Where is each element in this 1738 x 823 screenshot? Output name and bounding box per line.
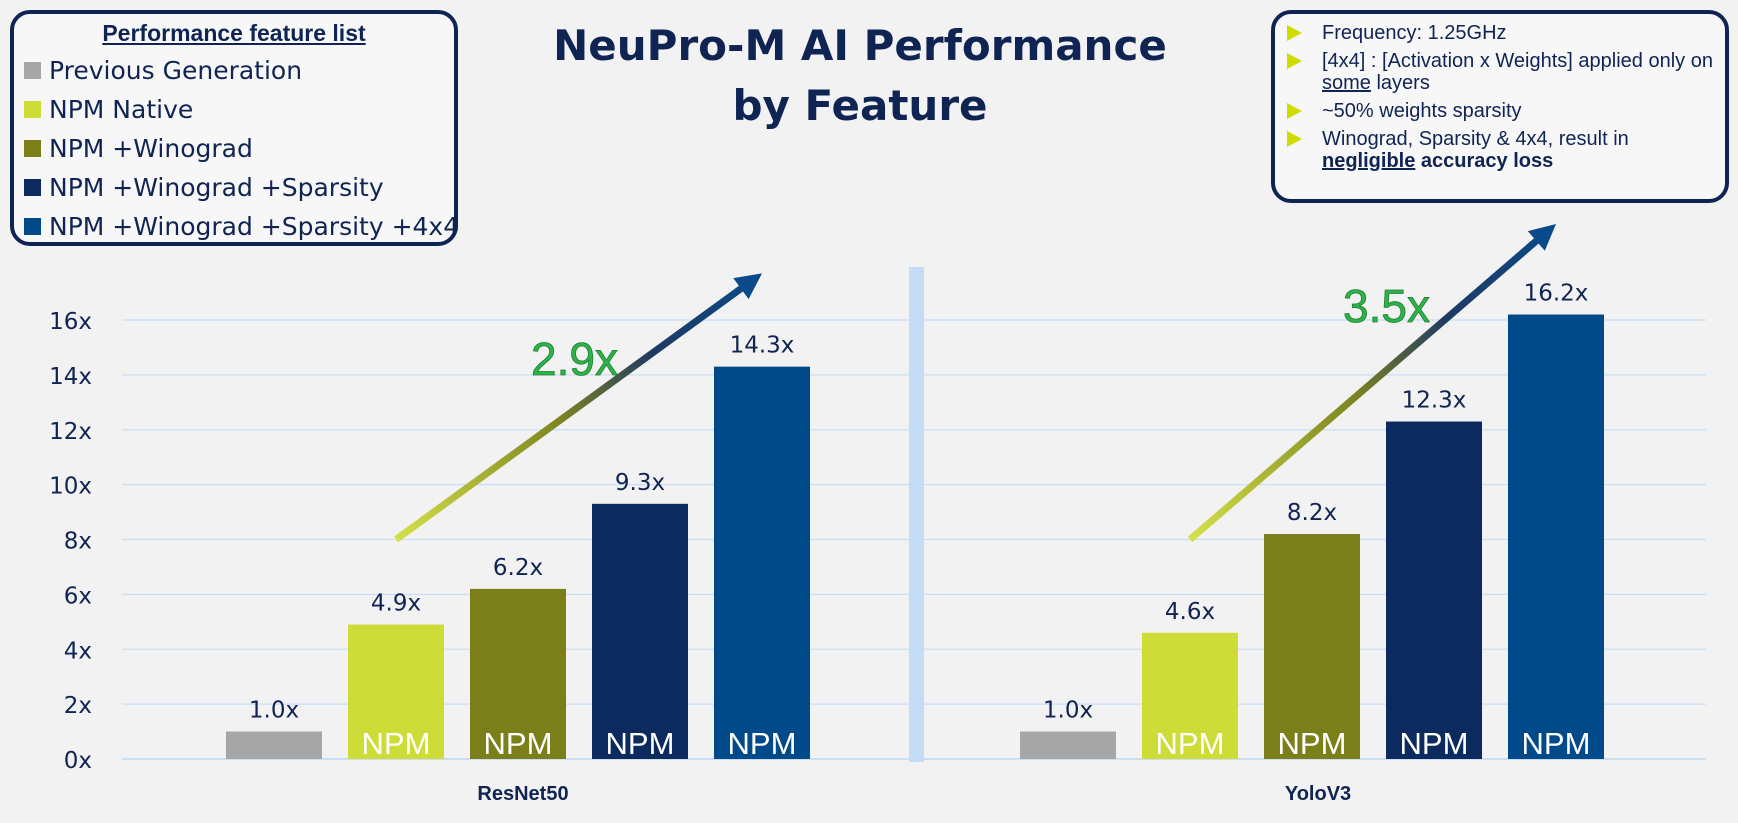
legend-item-npm-native: NPM Native (24, 90, 444, 129)
growth-arrow-head-icon (733, 273, 762, 300)
legend-item-npm-winograd-sparsity-4x4: NPM +Winograd +Sparsity +4x4 (24, 207, 459, 246)
y-tick-label: 10x (49, 474, 92, 500)
bar-inner-label: NPM (1156, 726, 1225, 761)
data-label: 1.0x (1043, 698, 1093, 724)
note-text-part: [4x4] : [Activation x Weights] applied o… (1322, 50, 1713, 72)
data-label: 16.2x (1524, 281, 1589, 307)
triangle-bullet-icon (1287, 131, 1302, 147)
note-sparsity: ~50% weights sparsity (1287, 100, 1715, 122)
note-4x4: [4x4] : [Activation x Weights] applied o… (1287, 50, 1715, 94)
y-tick-label: 4x (64, 638, 92, 664)
data-label: 14.3x (730, 333, 795, 359)
y-tick-label: 8x (64, 529, 92, 555)
bar-inner-label: NPM (1522, 726, 1591, 761)
category-label: YoloV3 (1285, 783, 1351, 805)
note-accuracy: Winograd, Sparsity & 4x4, result in negl… (1287, 128, 1715, 172)
legend-title: Performance feature list (102, 20, 366, 46)
bar-inner-label: NPM (484, 726, 553, 761)
legend-box: Performance feature list Previous Genera… (10, 10, 459, 246)
bar (1020, 731, 1116, 759)
legend-item-previous-generation: Previous Generation (24, 51, 444, 90)
group-divider (909, 267, 924, 762)
growth-annotation: 2.9x (531, 333, 618, 385)
bar-inner-label: NPM (1278, 726, 1347, 761)
data-label: 12.3x (1402, 388, 1467, 414)
note-text-part: Winograd, Sparsity & 4x4, result in (1322, 128, 1629, 150)
y-tick-label: 0x (64, 748, 92, 774)
legend-swatch (24, 101, 41, 118)
bar (714, 366, 810, 759)
data-label: 6.2x (493, 555, 543, 581)
legend-label: Previous Generation (49, 56, 303, 85)
legend-swatch (24, 179, 41, 196)
chart-title-line-1: NeuPro-M AI Performance (553, 21, 1167, 70)
note-text: Winograd, Sparsity & 4x4, result in negl… (1322, 128, 1715, 172)
bar-inner-label: NPM (728, 726, 797, 761)
bar (1264, 534, 1360, 759)
note-text: [4x4] : [Activation x Weights] applied o… (1322, 50, 1715, 94)
y-tick-label: 6x (64, 583, 92, 609)
bar-inner-label: NPM (362, 726, 431, 761)
data-label: 4.6x (1165, 599, 1215, 625)
bar (226, 731, 322, 759)
notes-box: Frequency: 1.25GHz [4x4] : [Activation x… (1271, 10, 1729, 203)
data-label: 9.3x (615, 470, 665, 496)
data-label: 4.9x (371, 591, 421, 617)
note-frequency: Frequency: 1.25GHz (1287, 22, 1715, 44)
bar (470, 588, 566, 759)
triangle-bullet-icon (1287, 25, 1302, 41)
legend-swatch (24, 62, 41, 79)
triangle-bullet-icon (1287, 103, 1302, 119)
y-tick-label: 16x (49, 309, 92, 335)
chart-title: NeuPro-M AI Performance by Feature (470, 16, 1250, 136)
legend-label: NPM Native (49, 95, 194, 124)
note-text: Frequency: 1.25GHz (1322, 22, 1507, 44)
category-label: ResNet50 (477, 783, 568, 805)
y-tick-label: 2x (64, 693, 92, 719)
growth-arrow-shaft (393, 282, 748, 543)
legend-swatch (24, 218, 41, 235)
triangle-bullet-icon (1287, 53, 1302, 69)
bar-inner-label: NPM (606, 726, 675, 761)
note-bold-underlined-word: negligible (1322, 150, 1416, 172)
y-tick-label: 14x (49, 364, 92, 390)
bar (1142, 632, 1238, 759)
chart-title-line-2: by Feature (732, 81, 988, 130)
note-bold-text: accuracy loss (1415, 150, 1554, 172)
legend-item-npm-winograd-sparsity: NPM +Winograd +Sparsity (24, 168, 444, 207)
note-underlined-word: some (1322, 72, 1371, 94)
note-text-part: layers (1370, 72, 1430, 94)
bar (1508, 314, 1604, 759)
data-label: 8.2x (1287, 500, 1337, 526)
bar (1386, 421, 1482, 759)
data-label: 1.0x (249, 698, 299, 724)
growth-annotation: 3.5x (1343, 280, 1430, 332)
legend-label: NPM +Winograd +Sparsity (49, 173, 384, 202)
legend-item-npm-winograd: NPM +Winograd (24, 129, 444, 168)
legend-label: NPM +Winograd (49, 134, 253, 163)
note-text: ~50% weights sparsity (1322, 100, 1522, 122)
growth-arrow-shaft (1187, 234, 1543, 543)
bar (592, 503, 688, 759)
bar (348, 624, 444, 759)
y-tick-label: 12x (49, 419, 92, 445)
legend-label: NPM +Winograd +Sparsity +4x4 (49, 212, 460, 241)
bar-inner-label: NPM (1400, 726, 1469, 761)
growth-arrow-head-icon (1527, 223, 1556, 251)
legend-swatch (24, 140, 41, 157)
